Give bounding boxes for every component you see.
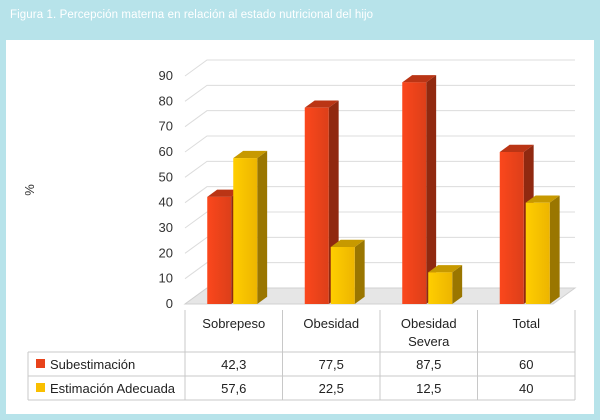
gridline bbox=[184, 59, 575, 77]
gridline bbox=[184, 262, 575, 280]
y-tick-label: 90 bbox=[159, 68, 173, 83]
bar-top bbox=[330, 239, 365, 247]
gridline bbox=[184, 84, 575, 102]
y-tick-label: 80 bbox=[159, 93, 173, 108]
y-tick-label: 50 bbox=[159, 169, 173, 184]
bar-side bbox=[549, 195, 560, 304]
y-tick-label: 10 bbox=[159, 271, 173, 286]
data-label: 40 bbox=[519, 381, 533, 396]
bar-estimación-adecuada bbox=[525, 202, 550, 304]
bar-side bbox=[257, 150, 268, 304]
bar-top bbox=[233, 150, 268, 159]
bar-side bbox=[426, 75, 437, 304]
y-tick-label: 60 bbox=[159, 144, 173, 159]
bar-top bbox=[499, 144, 534, 152]
data-label: 22,5 bbox=[319, 381, 344, 396]
data-label: 77,5 bbox=[319, 357, 344, 372]
legend-swatch bbox=[36, 359, 45, 368]
category-label: Total bbox=[513, 316, 541, 331]
bar-side bbox=[354, 239, 365, 304]
gridline bbox=[184, 236, 575, 254]
category-label: Severa bbox=[408, 334, 450, 349]
legend-swatch bbox=[36, 383, 45, 392]
data-label: 42,3 bbox=[221, 357, 246, 372]
bar-subestimación bbox=[402, 82, 427, 304]
y-tick-label: 40 bbox=[159, 195, 173, 210]
legend-label: Subestimación bbox=[50, 357, 135, 372]
bar-estimación-adecuada bbox=[428, 272, 453, 304]
bar-subestimación bbox=[304, 107, 329, 305]
gridline bbox=[184, 110, 575, 128]
gridline bbox=[184, 135, 575, 153]
bar-top bbox=[525, 195, 560, 203]
category-label: Obesidad bbox=[401, 316, 457, 331]
figure-title: Figura 1. Percepción materna en relación… bbox=[10, 9, 374, 21]
bar-top bbox=[304, 100, 339, 108]
y-tick-label: 0 bbox=[166, 296, 173, 311]
bar-top bbox=[402, 75, 437, 83]
bar-estimación-adecuada bbox=[330, 247, 355, 304]
y-tick-label: 70 bbox=[159, 119, 173, 134]
data-label: 87,5 bbox=[416, 357, 441, 372]
y-tick-label: 30 bbox=[159, 220, 173, 235]
gridline bbox=[184, 211, 575, 229]
legend-label: Estimación Adecuada bbox=[50, 381, 176, 396]
data-label: 12,5 bbox=[416, 381, 441, 396]
bar-subestimación bbox=[499, 152, 524, 304]
bar-side bbox=[452, 265, 463, 304]
data-label: 60 bbox=[519, 357, 533, 372]
y-axis-label: % bbox=[22, 184, 37, 196]
gridline bbox=[184, 186, 575, 204]
category-label: Sobrepeso bbox=[202, 316, 265, 331]
bar-subestimación bbox=[207, 196, 232, 304]
y-tick-label: 20 bbox=[159, 245, 173, 260]
bar-top bbox=[207, 189, 242, 197]
data-label: 57,6 bbox=[221, 381, 246, 396]
bar-estimación-adecuada bbox=[233, 158, 258, 304]
category-label: Obesidad bbox=[303, 316, 359, 331]
gridline bbox=[184, 160, 575, 178]
bar-top bbox=[428, 265, 463, 273]
